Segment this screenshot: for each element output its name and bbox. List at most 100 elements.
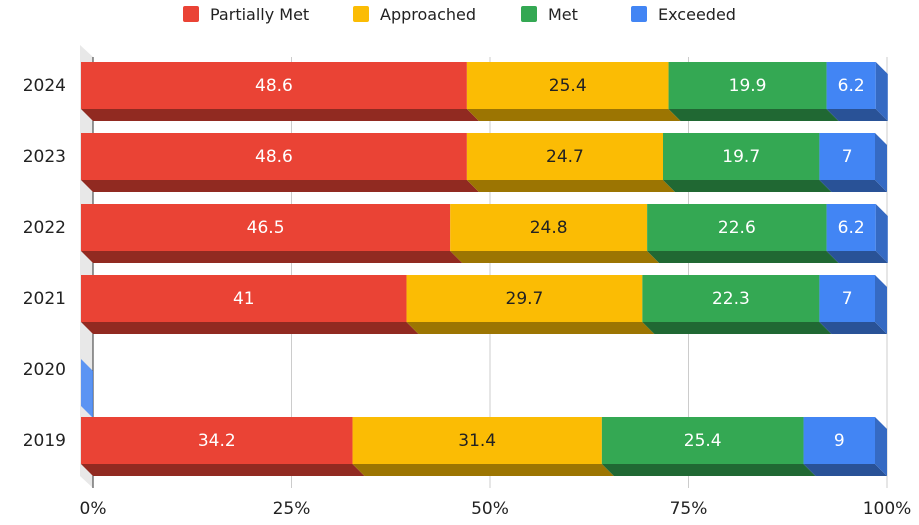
category-label: 2023: [23, 147, 66, 167]
legend-item: Approached: [353, 5, 476, 24]
bar-bottom-face: [803, 464, 887, 476]
bar-front: [81, 62, 467, 109]
bar-front: [466, 133, 664, 180]
bar-value-label: 25.4: [684, 431, 722, 451]
bar-bottom-face: [466, 180, 676, 192]
bar-front: [601, 417, 804, 464]
bar-bottom-face: [352, 464, 614, 476]
bar-segment: 25.4: [601, 417, 816, 476]
bar-value-label: 19.7: [722, 147, 760, 167]
bar-segment: 41: [81, 275, 419, 334]
category-label: 2022: [23, 218, 66, 238]
bar-bottom-face: [406, 322, 655, 334]
bar-value-label: 6.2: [838, 218, 865, 238]
legend: Partially Met Approached Met Exceeded: [183, 5, 736, 24]
bar-bottom-face: [466, 109, 681, 121]
bar-segment: 7: [819, 275, 887, 334]
category-label: 2019: [23, 431, 66, 451]
bar-front: [826, 204, 876, 251]
bar-front: [647, 204, 827, 251]
x-tick-label: 75%: [670, 499, 708, 519]
bar-value-label: 9: [834, 431, 845, 451]
bar-front: [352, 417, 602, 464]
legend-swatch: [353, 6, 369, 22]
bar-value-label: 48.6: [255, 147, 293, 167]
bar-front: [466, 62, 669, 109]
bar-value-label: 7: [842, 289, 853, 309]
legend-label: Met: [548, 5, 578, 24]
legend-item: Partially Met: [183, 5, 309, 24]
bar-value-label: 22.6: [718, 218, 756, 238]
legend-item: Exceeded: [631, 5, 736, 24]
category-label: 2024: [23, 76, 66, 96]
bar-value-label: 34.2: [198, 431, 236, 451]
bar-bottom-face: [81, 251, 463, 263]
bar-value-label: 46.5: [247, 218, 285, 238]
bar-value-label: 41: [233, 289, 255, 309]
bar-bottom-face: [663, 180, 832, 192]
bar-segment: 24.7: [466, 133, 676, 192]
bar-segment: 9: [803, 417, 887, 476]
bar-value-label: 22.3: [712, 289, 750, 309]
bar-segment: 48.6: [81, 133, 479, 192]
bar-bottom-face: [81, 109, 479, 121]
bar-value-label: 7: [842, 147, 853, 167]
bar-bottom-face: [81, 464, 365, 476]
bar-segment: 24.8: [450, 204, 660, 263]
bar-bottom-face: [647, 251, 839, 263]
bar-segment: 6.2: [826, 62, 888, 121]
bar-bottom-face: [826, 109, 888, 121]
bar-value-label: 24.8: [530, 218, 568, 238]
bar-value-label: 25.4: [549, 76, 587, 96]
bar-front: [819, 133, 875, 180]
x-tick-label: 25%: [273, 499, 311, 519]
legend-label: Approached: [380, 5, 476, 24]
bar-value-label: 31.4: [458, 431, 496, 451]
bar-front: [81, 204, 451, 251]
bar-front: [819, 275, 875, 322]
x-tick-label: 50%: [471, 499, 509, 519]
bar-front: [663, 133, 820, 180]
bar-segment: 34.2: [81, 417, 365, 476]
bar-segment: 22.6: [647, 204, 839, 263]
bar-segment: 6.2: [826, 204, 888, 263]
bar-front: [803, 417, 875, 464]
legend-item: Met: [521, 5, 578, 24]
legend-swatch: [521, 6, 537, 22]
bar-bottom-face: [450, 251, 660, 263]
bar-front: [826, 62, 876, 109]
legend-swatch: [631, 6, 647, 22]
bar-front: [668, 62, 827, 109]
category-label: 2020: [23, 360, 66, 380]
bar-front: [81, 133, 467, 180]
legend-label: Partially Met: [210, 5, 309, 24]
bar-side-face: [875, 133, 887, 192]
bar-side-face: [875, 417, 887, 476]
bar-front: [406, 275, 643, 322]
bar-bottom-face: [642, 322, 832, 334]
bar-side-face: [875, 275, 887, 334]
bar-value-label: 29.7: [506, 289, 544, 309]
empty-bar-stub: [81, 359, 93, 418]
bar-segment: 19.7: [663, 133, 832, 192]
legend-swatch: [183, 6, 199, 22]
bar-bottom-face: [826, 251, 888, 263]
bar-bottom-face: [819, 180, 887, 192]
bars: 48.6 25.4 19.9 6.2 48.6 24.7 19.7 7 46.5 24.8 22.6…: [81, 62, 888, 476]
bar-segment: 25.4: [466, 62, 681, 121]
bar-front: [81, 417, 353, 464]
bar-value-label: 48.6: [255, 76, 293, 96]
bar-front: [81, 275, 407, 322]
bar-segment: 22.3: [642, 275, 832, 334]
bar-segment: 7: [819, 133, 887, 192]
bar-value-label: 24.7: [546, 147, 584, 167]
bar-segment: 31.4: [352, 417, 614, 476]
bar-side-face: [875, 62, 888, 121]
x-tick-label: 0%: [80, 499, 107, 519]
bar-bottom-face: [668, 109, 839, 121]
bar-segment: 48.6: [81, 62, 479, 121]
category-label: 2021: [23, 289, 66, 309]
bar-front: [450, 204, 648, 251]
bar-bottom-face: [81, 322, 419, 334]
